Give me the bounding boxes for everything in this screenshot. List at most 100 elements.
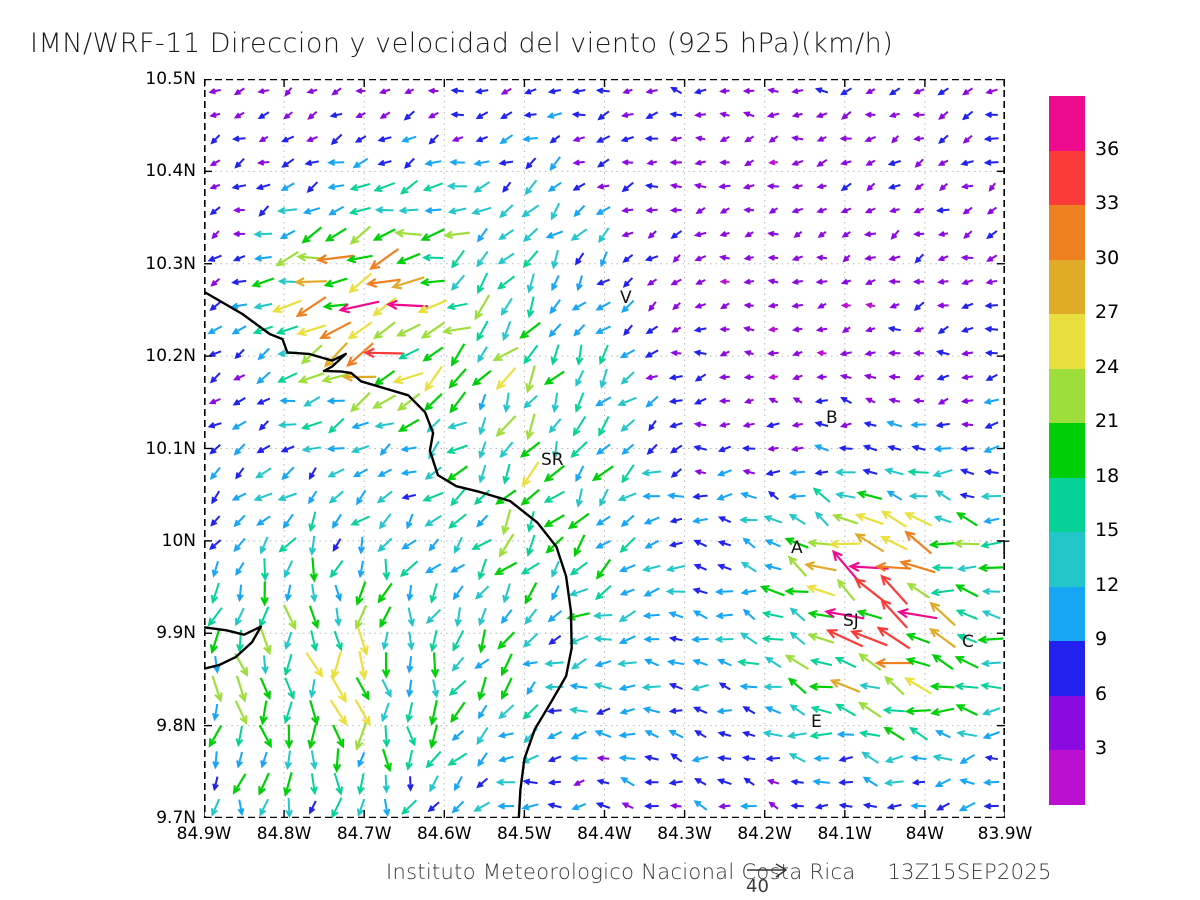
wind-arrow (670, 349, 682, 357)
wind-arrow (913, 326, 924, 333)
wind-arrow (983, 159, 999, 166)
wind-arrow (693, 231, 707, 238)
wind-arrow (471, 206, 492, 216)
wind-arrow (276, 206, 298, 215)
wind-arrow (961, 279, 974, 286)
wind-arrow (355, 676, 370, 701)
wind-arrow (377, 468, 392, 477)
wind-arrow (836, 730, 855, 738)
wind-arrow (863, 373, 877, 380)
wind-arrow (645, 395, 659, 408)
wind-arrow (764, 539, 781, 548)
wind-arrow (959, 753, 976, 764)
wind-arrow (477, 676, 487, 702)
wind-arrow (670, 468, 683, 478)
wind-arrow (984, 111, 998, 118)
wind-arrow (356, 627, 369, 656)
wind-arrow (232, 230, 245, 238)
wind-arrow (422, 346, 444, 362)
wind-arrow (547, 779, 561, 786)
wind-arrow (379, 111, 391, 119)
wind-arrow (334, 607, 342, 627)
wind-arrow (406, 656, 414, 674)
wind-arrow (985, 373, 998, 381)
wind-arrow (620, 136, 635, 143)
wind-arrow (598, 227, 610, 244)
wind-arrow (912, 111, 925, 118)
wind-arrow (403, 157, 415, 169)
wind-arrow (815, 112, 828, 119)
wind-arrow (913, 207, 925, 214)
wind-arrow (547, 755, 562, 763)
wind-arrow (955, 511, 978, 527)
wind-arrow (814, 511, 830, 527)
wind-arrow (856, 490, 883, 500)
wind-arrow (962, 134, 973, 144)
wind-arrow (595, 396, 612, 407)
wind-arrow (427, 87, 439, 94)
wind-arrow (442, 230, 470, 240)
wind-arrow (376, 490, 393, 504)
wind-arrow (572, 159, 585, 166)
wind-arrow (209, 159, 221, 167)
wind-arrow (475, 135, 488, 143)
wind-arrow (547, 802, 562, 809)
wind-arrow (834, 468, 856, 477)
wind-arrow (937, 159, 949, 166)
y-tick-label: 10.1N (145, 438, 196, 459)
wind-arrow (595, 87, 610, 94)
x-tick-label: 84.7W (336, 824, 392, 844)
wind-arrow (742, 730, 756, 738)
wind-arrow (310, 584, 318, 603)
wind-arrow (743, 777, 755, 786)
wind-arrow (842, 254, 851, 263)
wind-arrow (691, 635, 709, 643)
wind-arrow (598, 416, 610, 437)
colorbar-label: 15 (1095, 519, 1120, 542)
wind-arrow (862, 802, 877, 809)
wind-arrow (784, 587, 809, 596)
wind-arrow (670, 230, 683, 239)
wind-arrow (765, 755, 780, 762)
wind-arrow (235, 675, 247, 703)
wind-arrow (787, 555, 808, 577)
wind-arrow (595, 540, 611, 549)
wind-arrow (210, 582, 220, 605)
wind-arrow (284, 724, 294, 750)
wind-arrow (739, 632, 758, 645)
wind-arrow (441, 326, 471, 336)
wind-arrow (692, 493, 708, 500)
wind-arrow (569, 561, 588, 576)
wind-arrow (928, 540, 956, 549)
wind-arrow (829, 678, 861, 693)
wind-arrow (231, 278, 247, 286)
wind-arrow (743, 397, 754, 404)
wind-arrow (768, 397, 779, 404)
wind-arrow (788, 469, 805, 477)
wind-arrow (618, 684, 636, 692)
wind-arrow (255, 183, 271, 191)
wind-arrow (642, 612, 660, 620)
wind-arrow (372, 228, 396, 241)
wind-arrow (372, 296, 397, 317)
wind-arrow (570, 441, 588, 459)
wind-arrow (910, 754, 927, 762)
wind-arrow (497, 802, 515, 810)
wind-arrow (793, 231, 803, 238)
wind-arrow (283, 111, 293, 120)
wind-arrow (880, 574, 909, 605)
wind-arrow (887, 349, 901, 357)
wind-arrow (329, 699, 348, 726)
wind-arrow (354, 699, 371, 727)
wind-arrow (643, 635, 660, 643)
wind-arrow (718, 254, 730, 261)
wind-arrow (502, 181, 512, 193)
wind-arrow (330, 674, 347, 704)
wind-arrow (597, 110, 610, 121)
wind-arrow (547, 88, 561, 95)
speed-colorbar[interactable] (1049, 96, 1085, 805)
wind-arrow (767, 254, 779, 261)
wind-arrow (284, 750, 293, 771)
wind-arrow (841, 326, 851, 333)
wind-arrow (716, 707, 732, 715)
